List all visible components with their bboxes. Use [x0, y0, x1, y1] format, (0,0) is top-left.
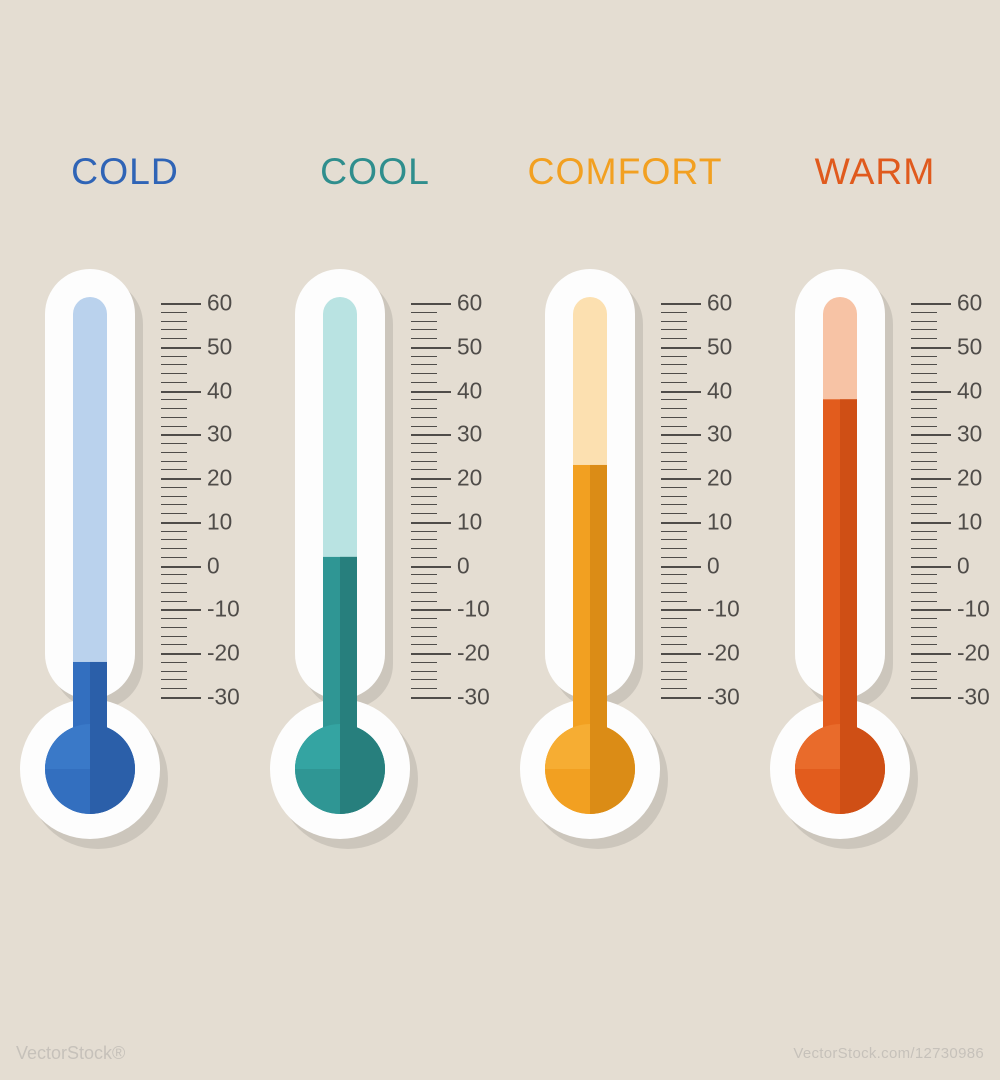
- scale-label: -10: [707, 596, 740, 623]
- scale-label: -10: [957, 596, 990, 623]
- thermometer-comfort: COMFORT -30 -20 -10 0 10 20 30 40 50 60: [510, 150, 740, 859]
- thermo-body: -30 -20 -10 0 10 20 30 40 50 60: [760, 249, 990, 859]
- thermo-caption: WARM: [815, 150, 936, 193]
- scale-label: 60: [207, 290, 232, 317]
- scale-label: -30: [457, 684, 490, 711]
- thermometer-row: COLD -30 -20 -10 0 10 20 30 40 50 60 COOL: [0, 150, 1000, 859]
- scale-label: 30: [957, 421, 982, 448]
- thermometer-cold: COLD -30 -20 -10 0 10 20 30 40 50 60: [10, 150, 240, 859]
- thermo-body: -30 -20 -10 0 10 20 30 40 50 60: [10, 249, 240, 859]
- scale-label: -20: [957, 640, 990, 667]
- watermark: VectorStock® VectorStock.com/12730986: [0, 1043, 1000, 1064]
- temperature-scale: -30 -20 -10 0 10 20 30 40 50 60: [911, 249, 1000, 859]
- thermo-caption: COOL: [320, 150, 430, 193]
- scale-label: 10: [207, 508, 232, 535]
- thermometer-icon: [260, 249, 420, 859]
- scale-label: -20: [207, 640, 240, 667]
- scale-label: 60: [707, 290, 732, 317]
- temperature-scale: -30 -20 -10 0 10 20 30 40 50 60: [411, 249, 501, 859]
- thermo-body: -30 -20 -10 0 10 20 30 40 50 60: [510, 249, 740, 859]
- thermo-caption: COMFORT: [527, 150, 722, 193]
- watermark-left: VectorStock®: [16, 1043, 125, 1064]
- thermometer-icon: [510, 249, 670, 859]
- scale-label: 40: [457, 377, 482, 404]
- temperature-scale: -30 -20 -10 0 10 20 30 40 50 60: [661, 249, 751, 859]
- scale-label: -10: [207, 596, 240, 623]
- scale-label: 0: [707, 552, 720, 579]
- scale-label: 20: [707, 465, 732, 492]
- scale-label: 20: [957, 465, 982, 492]
- scale-label: -30: [707, 684, 740, 711]
- scale-label: -30: [207, 684, 240, 711]
- scale-label: 20: [207, 465, 232, 492]
- scale-label: 50: [957, 333, 982, 360]
- scale-label: 50: [457, 333, 482, 360]
- scale-label: 50: [707, 333, 732, 360]
- thermometer-warm: WARM -30 -20 -10 0 10 20 30 40 50 60: [760, 150, 990, 859]
- watermark-right: VectorStock.com/12730986: [793, 1045, 984, 1062]
- scale-label: 40: [707, 377, 732, 404]
- thermo-caption: COLD: [71, 150, 179, 193]
- scale-label: 40: [957, 377, 982, 404]
- scale-label: 60: [457, 290, 482, 317]
- thermometer-icon: [760, 249, 920, 859]
- scale-label: 0: [457, 552, 470, 579]
- scale-label: 50: [207, 333, 232, 360]
- scale-label: -30: [957, 684, 990, 711]
- scale-label: -20: [707, 640, 740, 667]
- scale-label: 30: [707, 421, 732, 448]
- scale-label: 10: [457, 508, 482, 535]
- thermometer-icon: [10, 249, 170, 859]
- scale-label: 30: [457, 421, 482, 448]
- scale-label: 10: [957, 508, 982, 535]
- scale-label: 20: [457, 465, 482, 492]
- scale-label: 40: [207, 377, 232, 404]
- temperature-scale: -30 -20 -10 0 10 20 30 40 50 60: [161, 249, 251, 859]
- thermometer-cool: COOL -30 -20 -10 0 10 20 30 40 50 60: [260, 150, 490, 859]
- scale-label: -20: [457, 640, 490, 667]
- scale-label: -10: [457, 596, 490, 623]
- scale-label: 0: [207, 552, 220, 579]
- scale-label: 0: [957, 552, 970, 579]
- infographic-canvas: COLD -30 -20 -10 0 10 20 30 40 50 60 COOL: [0, 0, 1000, 1080]
- thermo-body: -30 -20 -10 0 10 20 30 40 50 60: [260, 249, 490, 859]
- scale-label: 30: [207, 421, 232, 448]
- scale-label: 60: [957, 290, 982, 317]
- scale-label: 10: [707, 508, 732, 535]
